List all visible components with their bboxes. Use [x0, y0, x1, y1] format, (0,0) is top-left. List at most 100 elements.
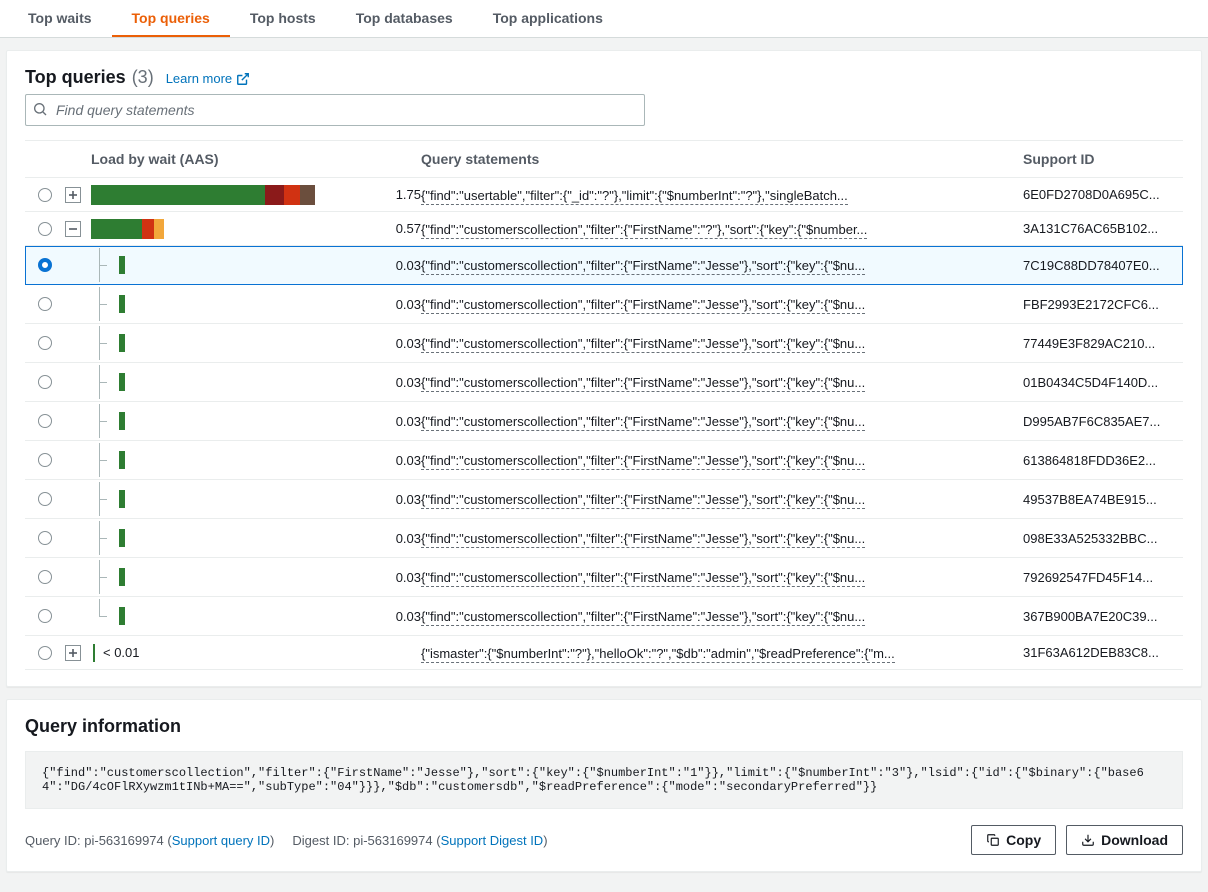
- row-select-radio[interactable]: [38, 188, 52, 202]
- query-statement[interactable]: {"find":"customerscollection","filter":{…: [421, 609, 865, 626]
- support-id: D995AB7F6C835AE7...: [1023, 414, 1183, 429]
- collapse-icon[interactable]: [65, 221, 81, 237]
- table-row[interactable]: < 0.01 {"ismaster":{"$numberInt":"?"},"he…: [25, 636, 1183, 670]
- top-queries-panel: Top queries (3) Learn more: [6, 50, 1202, 687]
- table-row[interactable]: 0.03{"find":"customerscollection","filte…: [25, 480, 1183, 519]
- search-field: [25, 94, 645, 126]
- query-id-value: pi-563169974: [84, 833, 164, 848]
- query-statement[interactable]: {"find":"customerscollection","filter":{…: [421, 336, 865, 353]
- table-row[interactable]: 0.03{"find":"customerscollection","filte…: [25, 285, 1183, 324]
- download-icon: [1081, 833, 1095, 847]
- tab-top-waits[interactable]: Top waits: [8, 0, 112, 37]
- row-select-radio[interactable]: [38, 609, 52, 623]
- query-statement[interactable]: {"find":"customerscollection","filter":{…: [421, 492, 865, 509]
- tab-top-hosts[interactable]: Top hosts: [230, 0, 336, 37]
- info-title: Query information: [25, 716, 1183, 737]
- load-value: 0.03: [396, 375, 421, 390]
- table-row[interactable]: 0.03{"find":"customerscollection","filte…: [25, 558, 1183, 597]
- table-row[interactable]: 0.03{"find":"customerscollection","filte…: [25, 402, 1183, 441]
- row-select-radio[interactable]: [38, 570, 52, 584]
- digest-id-label: Digest ID:: [292, 833, 349, 848]
- support-id: FBF2993E2172CFC6...: [1023, 297, 1183, 312]
- query-statement[interactable]: {"find":"customerscollection","filter":{…: [421, 375, 865, 392]
- query-statement[interactable]: {"ismaster":{"$numberInt":"?"},"helloOk"…: [421, 646, 895, 663]
- table-header: Load by wait (AAS) Query statements Supp…: [25, 140, 1183, 178]
- load-value: 0.03: [396, 609, 421, 624]
- support-id: 31F63A612DEB83C8...: [1023, 645, 1183, 660]
- table-row[interactable]: 1.75{"find":"usertable","filter":{"_id":…: [25, 178, 1183, 212]
- table-row[interactable]: 0.03{"find":"customerscollection","filte…: [25, 324, 1183, 363]
- support-id: 367B900BA7E20C39...: [1023, 609, 1183, 624]
- row-select-radio[interactable]: [38, 297, 52, 311]
- load-value: 0.03: [396, 297, 421, 312]
- digest-id-value: pi-563169974: [353, 833, 433, 848]
- load-value: 0.03: [396, 336, 421, 351]
- support-id: 6E0FD2708D0A695C...: [1023, 187, 1183, 202]
- tab-top-queries[interactable]: Top queries: [112, 0, 230, 37]
- load-value: 1.75: [396, 187, 421, 202]
- support-digest-id-link[interactable]: Support Digest ID: [441, 833, 544, 848]
- col-query-header: Query statements: [421, 151, 1023, 167]
- support-id: 49537B8EA74BE915...: [1023, 492, 1183, 507]
- row-select-radio[interactable]: [38, 375, 52, 389]
- row-select-radio[interactable]: [38, 492, 52, 506]
- row-select-radio[interactable]: [38, 414, 52, 428]
- panel-title-text: Top queries: [25, 67, 126, 88]
- tab-top-applications[interactable]: Top applications: [473, 0, 623, 37]
- table-row[interactable]: 0.57{"find":"customerscollection","filte…: [25, 212, 1183, 246]
- support-id: 01B0434C5D4F140D...: [1023, 375, 1183, 390]
- queries-table: Load by wait (AAS) Query statements Supp…: [25, 140, 1183, 670]
- query-statement[interactable]: {"find":"customerscollection","filter":{…: [421, 570, 865, 587]
- load-value: < 0.01: [103, 645, 140, 660]
- copy-button[interactable]: Copy: [971, 825, 1056, 855]
- support-id: 613864818FDD36E2...: [1023, 453, 1183, 468]
- load-value: 0.57: [396, 221, 421, 236]
- row-select-radio[interactable]: [38, 453, 52, 467]
- query-statement[interactable]: {"find":"customerscollection","filter":{…: [421, 297, 865, 314]
- tabs-bar: Top waitsTop queriesTop hostsTop databas…: [0, 0, 1208, 38]
- download-button[interactable]: Download: [1066, 825, 1183, 855]
- load-value: 0.03: [396, 453, 421, 468]
- query-statement[interactable]: {"find":"customerscollection","filter":{…: [421, 222, 867, 239]
- support-id: 792692547FD45F14...: [1023, 570, 1183, 585]
- row-select-radio[interactable]: [38, 258, 52, 272]
- learn-more-link[interactable]: Learn more: [166, 71, 250, 86]
- support-id: 3A131C76AC65B102...: [1023, 221, 1183, 236]
- table-row[interactable]: 0.03{"find":"customerscollection","filte…: [25, 519, 1183, 558]
- query-statement[interactable]: {"find":"customerscollection","filter":{…: [421, 453, 865, 470]
- query-code: {"find":"customerscollection","filter":{…: [25, 751, 1183, 809]
- copy-label: Copy: [1006, 832, 1041, 848]
- search-icon: [32, 101, 48, 117]
- row-select-radio[interactable]: [38, 222, 52, 236]
- load-value: 0.03: [396, 258, 421, 273]
- panel-title: Top queries (3) Learn more: [25, 67, 1183, 88]
- row-select-radio[interactable]: [38, 336, 52, 350]
- panel-count: (3): [132, 67, 154, 88]
- load-value: 0.03: [396, 531, 421, 546]
- query-statement[interactable]: {"find":"customerscollection","filter":{…: [421, 414, 865, 431]
- support-id: 098E33A525332BBC...: [1023, 531, 1183, 546]
- info-footer: Query ID: pi-563169974 (Support query ID…: [25, 825, 1183, 855]
- support-query-id-link[interactable]: Support query ID: [172, 833, 270, 848]
- load-value: 0.03: [396, 570, 421, 585]
- expand-icon[interactable]: [65, 187, 81, 203]
- tab-top-databases[interactable]: Top databases: [336, 0, 473, 37]
- search-input[interactable]: [25, 94, 645, 126]
- table-row[interactable]: 0.03{"find":"customerscollection","filte…: [25, 246, 1183, 285]
- col-support-header: Support ID: [1023, 151, 1183, 167]
- row-select-radio[interactable]: [38, 646, 52, 660]
- table-row[interactable]: 0.03{"find":"customerscollection","filte…: [25, 597, 1183, 636]
- table-row[interactable]: 0.03{"find":"customerscollection","filte…: [25, 441, 1183, 480]
- load-value: 0.03: [396, 414, 421, 429]
- query-id-label: Query ID:: [25, 833, 81, 848]
- table-row[interactable]: 0.03{"find":"customerscollection","filte…: [25, 363, 1183, 402]
- download-label: Download: [1101, 832, 1168, 848]
- query-statement[interactable]: {"find":"usertable","filter":{"_id":"?"}…: [421, 188, 848, 205]
- row-select-radio[interactable]: [38, 531, 52, 545]
- query-statement[interactable]: {"find":"customerscollection","filter":{…: [421, 531, 865, 548]
- expand-icon[interactable]: [65, 645, 81, 661]
- copy-icon: [986, 833, 1000, 847]
- support-id: 77449E3F829AC210...: [1023, 336, 1183, 351]
- query-information-panel: Query information {"find":"customerscoll…: [6, 699, 1202, 872]
- query-statement[interactable]: {"find":"customerscollection","filter":{…: [421, 258, 865, 275]
